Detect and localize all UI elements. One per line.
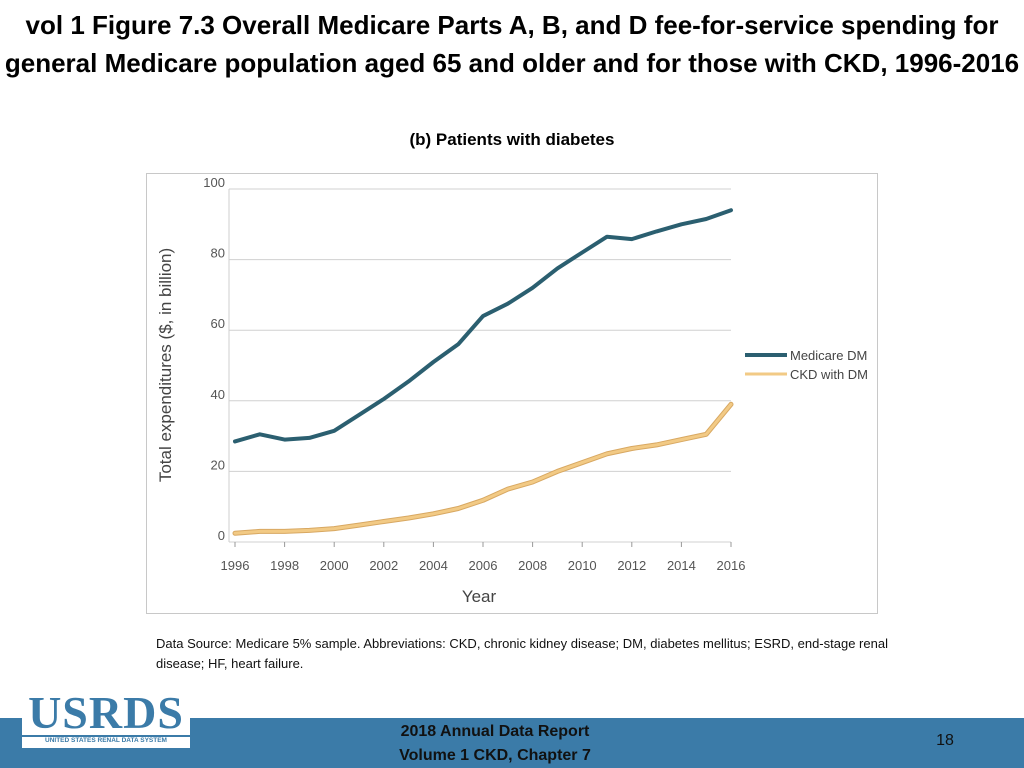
series-outline-ckd-with-dm xyxy=(232,401,734,536)
y-tick-label: 40 xyxy=(211,387,225,402)
line-chart: 0 20 40 60 80 100 1996 1998 2000 2002 2004 2006 200… xyxy=(156,175,868,606)
x-tick-label: 2000 xyxy=(320,558,349,573)
slide-title: vol 1 Figure 7.3 Overall Medicare Parts … xyxy=(4,10,1020,78)
x-tick-label: 2016 xyxy=(717,558,746,573)
data-source-note: Data Source: Medicare 5% sample. Abbrevi… xyxy=(156,636,888,671)
series-line-ckd-with-dm xyxy=(233,402,733,535)
legend-label: CKD with DM xyxy=(790,367,868,382)
x-tick-label: 2014 xyxy=(667,558,696,573)
series-line-medicare-dm xyxy=(233,208,733,444)
legend-label: Medicare DM xyxy=(790,348,867,363)
chart-subtitle: (b) Patients with diabetes xyxy=(409,130,615,149)
y-tick-labels: 0 20 40 60 80 100 xyxy=(203,175,225,543)
y-tick-label: 100 xyxy=(203,175,225,190)
x-tick-label: 2006 xyxy=(469,558,498,573)
series-lines xyxy=(232,208,734,536)
x-tick-label: 2002 xyxy=(369,558,398,573)
footer-line-2: Volume 1 CKD, Chapter 7 xyxy=(399,747,591,764)
y-tick-label: 20 xyxy=(211,457,225,472)
x-axis-title: Year xyxy=(462,587,497,606)
chart-panel: 0 20 40 60 80 100 1996 1998 2000 2002 2004 2006 200… xyxy=(146,173,878,614)
x-tick-label: 1996 xyxy=(221,558,250,573)
footer-line-1: 2018 Annual Data Report xyxy=(400,723,590,740)
grid-lines xyxy=(228,188,731,543)
logo-subtext: UNITED STATES RENAL DATA SYSTEM xyxy=(22,735,190,744)
y-tick-label: 80 xyxy=(211,246,225,261)
x-tick-labels: 1996 1998 2000 2002 2004 2006 2008 2010 2012 2014… xyxy=(221,542,746,573)
x-tick-label: 2008 xyxy=(518,558,547,573)
x-tick-label: 2010 xyxy=(568,558,597,573)
legend: Medicare DM CKD with DM xyxy=(745,348,868,382)
x-tick-label: 2012 xyxy=(617,558,646,573)
x-tick-label: 2004 xyxy=(419,558,448,573)
x-tick-label: 1998 xyxy=(270,558,299,573)
y-tick-label: 0 xyxy=(218,528,225,543)
y-axis-title: Total expenditures ($, in billion) xyxy=(156,248,175,482)
logo-wordmark: USRDS xyxy=(28,687,184,738)
footer-caption: 2018 Annual Data Report Volume 1 CKD, Ch… xyxy=(360,720,630,768)
usrds-logo: USRDS UNITED STATES RENAL DATA SYSTEM xyxy=(22,687,190,748)
y-tick-label: 60 xyxy=(211,316,225,331)
page-number: 18 xyxy=(936,732,954,749)
